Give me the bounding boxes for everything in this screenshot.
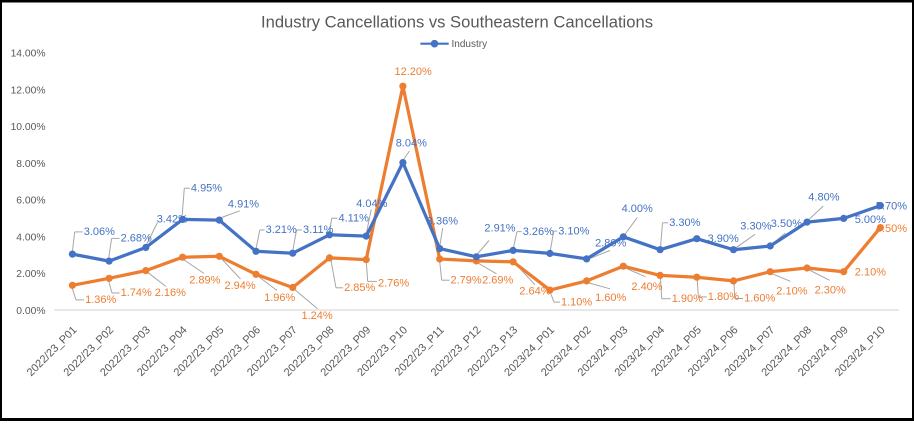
svg-text:2.85%: 2.85%: [344, 282, 375, 294]
svg-text:2.64%: 2.64%: [519, 286, 550, 298]
svg-text:Industry Cancellations vs Sout: Industry Cancellations vs Southeastern C…: [261, 13, 653, 32]
svg-text:1.74%: 1.74%: [121, 287, 152, 299]
svg-text:2.10%: 2.10%: [855, 267, 886, 279]
svg-text:2.76%: 2.76%: [378, 278, 409, 290]
svg-text:4.00%: 4.00%: [16, 232, 45, 243]
svg-text:2.69%: 2.69%: [482, 274, 513, 286]
svg-text:5.00%: 5.00%: [855, 214, 886, 226]
svg-text:4.95%: 4.95%: [191, 182, 222, 194]
svg-text:2.40%: 2.40%: [631, 281, 662, 293]
svg-text:3.11%: 3.11%: [303, 224, 334, 236]
svg-text:2.10%: 2.10%: [776, 286, 807, 298]
svg-text:4.80%: 4.80%: [808, 192, 839, 204]
svg-text:4.00%: 4.00%: [622, 203, 653, 215]
svg-text:2.89%: 2.89%: [189, 275, 220, 287]
svg-text:1.96%: 1.96%: [264, 292, 295, 304]
svg-text:4.11%: 4.11%: [339, 212, 370, 224]
svg-text:1.36%: 1.36%: [85, 294, 116, 306]
svg-text:3.30%: 3.30%: [740, 220, 771, 232]
svg-text:2.16%: 2.16%: [155, 287, 186, 299]
svg-text:Industry: Industry: [452, 39, 488, 50]
svg-text:3.10%: 3.10%: [558, 225, 589, 237]
svg-text:2.00%: 2.00%: [16, 269, 45, 280]
svg-text:2.94%: 2.94%: [225, 280, 256, 292]
svg-text:3.06%: 3.06%: [84, 226, 115, 238]
svg-text:3.36%: 3.36%: [427, 216, 458, 228]
svg-text:6.00%: 6.00%: [16, 196, 45, 207]
svg-text:0.00%: 0.00%: [16, 306, 45, 317]
svg-text:1.90%: 1.90%: [672, 293, 703, 305]
svg-text:10.00%: 10.00%: [11, 122, 46, 133]
svg-text:5.70%: 5.70%: [876, 201, 907, 213]
svg-text:1.24%: 1.24%: [302, 310, 333, 322]
svg-text:8.04%: 8.04%: [396, 138, 427, 150]
svg-text:3.90%: 3.90%: [708, 233, 739, 245]
svg-text:12.20%: 12.20%: [395, 66, 433, 78]
svg-text:2.91%: 2.91%: [484, 223, 515, 235]
svg-text:1.60%: 1.60%: [595, 292, 626, 304]
svg-text:3.21%: 3.21%: [266, 224, 297, 236]
svg-text:3.50%: 3.50%: [771, 218, 802, 230]
svg-text:2.68%: 2.68%: [121, 233, 152, 245]
svg-text:1.80%: 1.80%: [708, 291, 739, 303]
svg-text:2.79%: 2.79%: [451, 274, 482, 286]
svg-text:12.00%: 12.00%: [11, 85, 46, 96]
svg-text:4.91%: 4.91%: [228, 198, 259, 210]
svg-text:3.30%: 3.30%: [669, 217, 700, 229]
svg-text:2.80%: 2.80%: [595, 238, 626, 250]
svg-text:1.10%: 1.10%: [561, 296, 592, 308]
svg-text:3.26%: 3.26%: [523, 226, 554, 238]
svg-text:14.00%: 14.00%: [11, 49, 46, 60]
svg-text:1.60%: 1.60%: [744, 293, 775, 305]
svg-text:2.30%: 2.30%: [815, 285, 846, 297]
svg-text:4.50%: 4.50%: [876, 223, 907, 235]
svg-text:4.04%: 4.04%: [356, 198, 387, 210]
svg-text:3.42%: 3.42%: [157, 214, 188, 226]
svg-text:8.00%: 8.00%: [16, 159, 45, 170]
